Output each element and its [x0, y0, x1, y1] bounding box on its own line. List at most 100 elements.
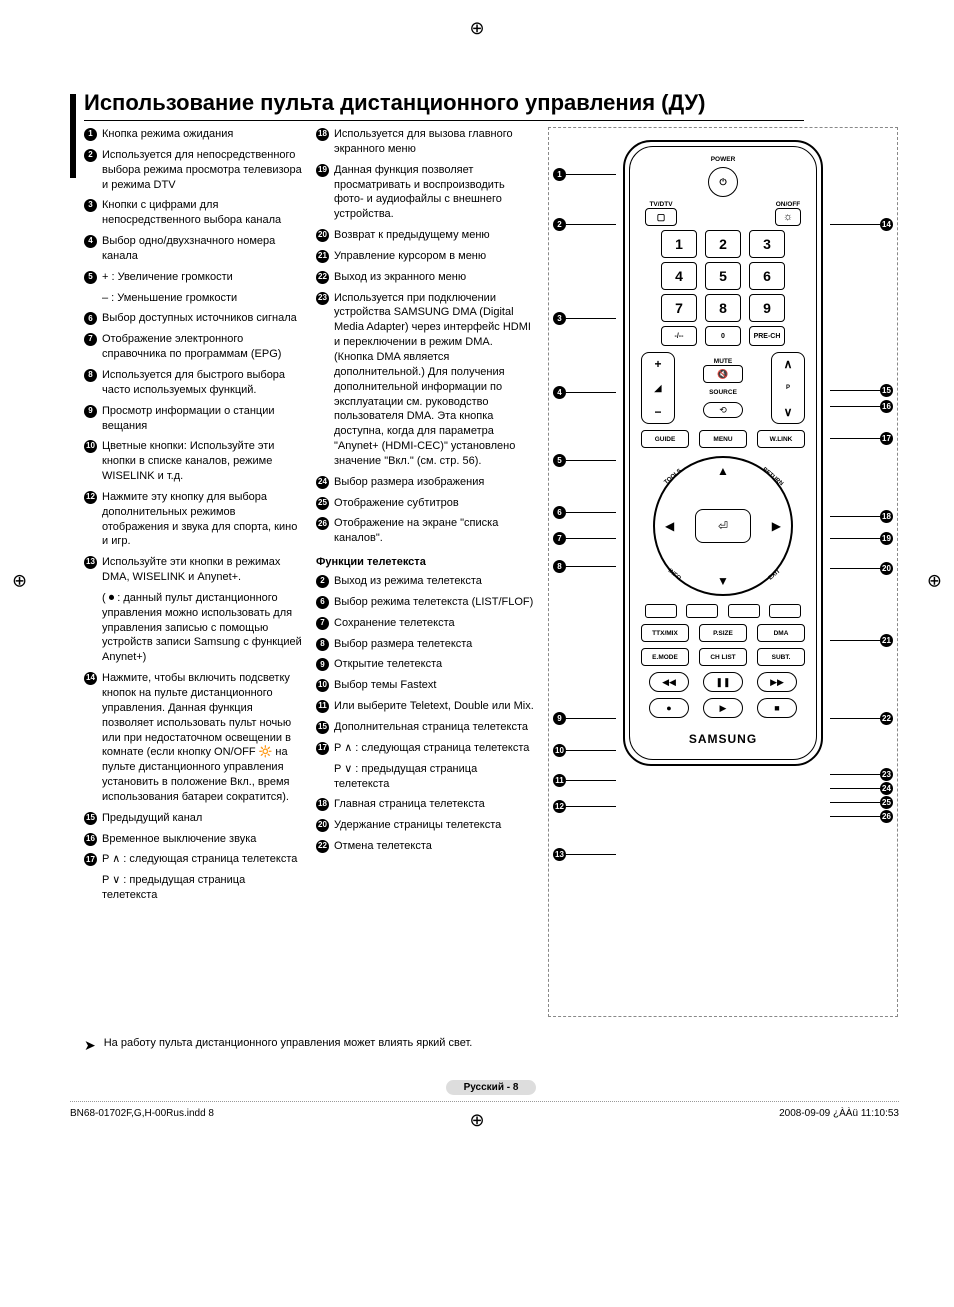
mute-label: MUTE — [703, 358, 743, 365]
item-text: Выход из режима телетекста — [334, 574, 534, 589]
note-text: На работу пульта дистанционного управлен… — [104, 1037, 473, 1049]
item-text: Нажмите эту кнопку для выбора дополнител… — [102, 490, 302, 549]
item-number-badge: 23 — [316, 292, 329, 305]
emode-button[interactable]: E.MODE — [641, 648, 689, 666]
item-number-badge: 17 — [316, 742, 329, 755]
power-label: POWER — [635, 156, 811, 163]
item-number-badge: 19 — [316, 164, 329, 177]
callout-badge: 2 — [553, 218, 566, 231]
menu-button[interactable]: MENU — [699, 430, 747, 448]
yellow-button[interactable] — [728, 604, 760, 618]
callout-badge: 16 — [880, 400, 893, 413]
item-text: + : Увеличение громкости — [102, 270, 302, 285]
column-left: 1Кнопка режима ожидания2Используется для… — [84, 127, 302, 1017]
tvdtv-button[interactable]: ▢ — [645, 208, 677, 226]
list-subitem: P ∨ : предыдущая страница телетекста — [102, 873, 302, 903]
nav-ring[interactable]: TOOLS RETURN INFO EXIT ▲ ▼ ◀ ▶ ⏎ — [653, 456, 793, 596]
digit-button[interactable]: PRE-CH — [749, 326, 785, 346]
list-item: 18Главная страница телетекста — [316, 797, 534, 812]
callout-badge: 15 — [880, 384, 893, 397]
item-number-badge: 15 — [316, 721, 329, 734]
ttxmix-button[interactable]: TTX/MIX — [641, 624, 689, 642]
list-item: 18Используется для вызова главного экран… — [316, 127, 534, 157]
list-item: 14Нажмите, чтобы включить подсветку кноп… — [84, 671, 302, 805]
pause-button[interactable]: ❚❚ — [703, 672, 743, 692]
digit-button[interactable]: 9 — [749, 294, 785, 322]
mute-button[interactable]: 🔇 — [703, 365, 743, 383]
callout-badge: 21 — [880, 634, 893, 647]
color-buttons — [635, 604, 811, 618]
blue-button[interactable] — [769, 604, 801, 618]
note-arrow-icon: ➤ — [84, 1037, 96, 1054]
onoff-button[interactable]: ☼ — [775, 208, 801, 226]
power-button[interactable]: ⏻ — [708, 167, 738, 197]
item-number-badge: 4 — [84, 235, 97, 248]
rewind-button[interactable]: ◀◀ — [649, 672, 689, 692]
dma-button[interactable]: DMA — [757, 624, 805, 642]
digit-button[interactable]: 8 — [705, 294, 741, 322]
item-text: Удержание страницы телетекста — [334, 818, 534, 833]
volume-rocker[interactable]: +◢− — [641, 352, 675, 424]
psize-button[interactable]: P.SIZE — [699, 624, 747, 642]
item-text: Выбор режима телетекста (LIST/FLOF) — [334, 595, 534, 610]
callout-badge: 6 — [553, 506, 566, 519]
list-item: 17P ∧ : следующая страница телетекста — [316, 741, 534, 756]
digit-button[interactable]: 5 — [705, 262, 741, 290]
play-button[interactable]: ▶ — [703, 698, 743, 718]
digit-pad: 123 456 789 -/-- 0 PRE-CH — [635, 230, 811, 346]
item-number-badge: 9 — [84, 405, 97, 418]
item-number-badge: 25 — [316, 497, 329, 510]
return-label: RETURN — [761, 467, 784, 488]
enter-button[interactable]: ⏎ — [695, 509, 751, 543]
item-number-badge: 13 — [84, 556, 97, 569]
callout-badge: 20 — [880, 562, 893, 575]
list-item: 9Просмотр информации о станции вещания — [84, 404, 302, 434]
green-button[interactable] — [686, 604, 718, 618]
item-number-badge: 26 — [316, 517, 329, 530]
channel-rocker[interactable]: ∧P∨ — [771, 352, 805, 424]
stop-button[interactable]: ■ — [757, 698, 797, 718]
list-item: 11Или выберите Teletext, Double или Mix. — [316, 699, 534, 714]
list-item: 1Кнопка режима ожидания — [84, 127, 302, 142]
content-columns: 1Кнопка режима ожидания2Используется для… — [84, 127, 898, 1017]
item-text: Дополнительная страница телетекста — [334, 720, 534, 735]
digit-button[interactable]: 7 — [661, 294, 697, 322]
remote-body: POWER ⏻ TV/DTV ▢ ON/OFF ☼ — [623, 140, 823, 766]
digit-button[interactable]: 0 — [705, 326, 741, 346]
forward-button[interactable]: ▶▶ — [757, 672, 797, 692]
red-button[interactable] — [645, 604, 677, 618]
item-number-badge: 8 — [84, 369, 97, 382]
digit-button[interactable]: -/-- — [661, 326, 697, 346]
item-number-badge: 9 — [316, 658, 329, 671]
item-number-badge: 10 — [84, 440, 97, 453]
digit-button[interactable]: 1 — [661, 230, 697, 258]
item-text: Отображение на экране "списка каналов". — [334, 516, 534, 546]
digit-button[interactable]: 6 — [749, 262, 785, 290]
chlist-button[interactable]: CH LIST — [699, 648, 747, 666]
subt-button[interactable]: SUBT. — [757, 648, 805, 666]
brand-label: SAMSUNG — [635, 732, 811, 746]
digit-button[interactable]: 4 — [661, 262, 697, 290]
list-item: 8Выбор размера телетекста — [316, 637, 534, 652]
record-button[interactable]: ● — [649, 698, 689, 718]
callout-badge: 26 — [880, 810, 893, 823]
source-button[interactable]: ⟲ — [703, 402, 743, 418]
item-text: Открытие телетекста — [334, 657, 534, 672]
digit-button[interactable]: 2 — [705, 230, 741, 258]
guide-button[interactable]: GUIDE — [641, 430, 689, 448]
wlink-button[interactable]: W.LINK — [757, 430, 805, 448]
list-item: 13Используйте эти кнопки в режимах DMA, … — [84, 555, 302, 585]
item-text: Выбор размера изображения — [334, 475, 534, 490]
nav-left-icon: ◀ — [665, 519, 674, 533]
item-number-badge: 6 — [316, 596, 329, 609]
callout-badge: 11 — [553, 774, 566, 787]
digit-button[interactable]: 3 — [749, 230, 785, 258]
item-number-badge: 8 — [316, 638, 329, 651]
remote-diagram: POWER ⏻ TV/DTV ▢ ON/OFF ☼ — [548, 127, 898, 1017]
item-number-badge: 20 — [316, 229, 329, 242]
list-subitem: – : Уменьшение громкости — [102, 291, 302, 306]
item-number-badge: 24 — [316, 476, 329, 489]
page-title: Использование пульта дистанционного упра… — [84, 90, 804, 121]
list-item: 20Удержание страницы телетекста — [316, 818, 534, 833]
list-item: 6 Выбор режима телетекста (LIST/FLOF) — [316, 595, 534, 610]
